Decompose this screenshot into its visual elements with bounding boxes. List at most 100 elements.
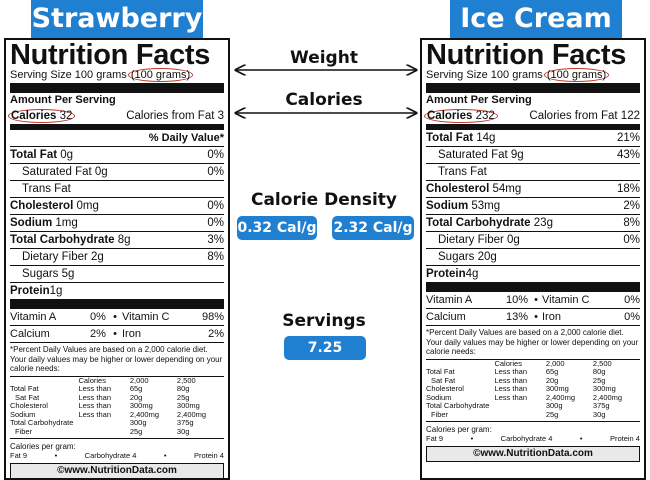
sugars-row: Sugars 5g [10,266,224,283]
reference-table-cell: Less than [494,375,527,385]
reference-table-cell: Less than [494,392,527,402]
reference-table-cell: 80g [592,367,606,376]
reference-table-cell [78,419,129,428]
reference-table-cell: 2,400mg [176,409,207,419]
sugars-row: Sugars 20g [426,249,640,266]
nutritiondata-link[interactable]: ©www.NutritionData.com [426,446,640,462]
reference-table-cell: 300g [129,418,147,427]
reference-table-cell: 20g [545,375,559,385]
reference-table-cell: 300mg [129,401,153,410]
reference-table-cell: Total Fat [10,384,39,393]
reference-table-row: Sat Fat Less than 20g 25g [10,392,224,403]
weight-label: Weight [290,48,358,68]
cholesterol-row: Cholesterol 54mg 18% [426,181,640,198]
reference-table-cell: 25g [129,426,143,436]
calories-row: Calories 232 Calories from Fat 122 [424,108,640,125]
reference-table-cell: 300mg [592,384,616,393]
reference-table-cell: 25g [545,409,559,419]
reference-table-cell: 2,400mg [129,409,160,419]
reference-table-row: Total Fat Less than 65g 80g [426,367,640,377]
reference-table-cell: 375g [592,401,610,410]
reference-table-cell: 300mg [545,384,569,393]
saturated-fat-row: Saturated Fat 0g 0% [10,164,224,181]
reference-table-cell: Less than [78,409,111,419]
ice-cream-density-badge: 2.32 Cal/g [332,216,414,240]
reference-table-cell: 80g [176,384,190,393]
strawberry-nutrition-label: Nutrition Facts Serving Size 100 grams (… [4,38,230,480]
reference-table-cell [78,428,129,437]
servings-value-badge: 7.25 [284,336,366,360]
nutritiondata-link[interactable]: ©www.NutritionData.com [10,463,224,478]
vitamin-row: Vitamin A 10% • Vitamin C 0% [426,292,640,309]
ice-cream-header: Ice Cream [450,0,622,38]
strawberry-header: Strawberry [31,0,203,38]
reference-table-cell [494,402,545,411]
reference-table: Calories 2,000 2,500 Total Fat Less than 65g 8… [10,375,224,437]
daily-value-header: % Daily Value* [10,130,224,147]
reference-table-cell: 2,000 [129,375,149,385]
reference-table-cell: Sat Fat [431,375,456,385]
total-fat-row: Total Fat 0g 0% [10,147,224,164]
total-carb-row: Total Carbohydrate 23g 8% [426,215,640,232]
amount-per-serving: Amount Per Serving [426,94,532,106]
protein-row: Protein1g [10,285,63,297]
reference-table-cell: 2,400mg [545,392,576,402]
calories-per-gram-values: Fat 9 • Carbohydrate 4 • Protein 4 [426,434,640,443]
reference-table-cell: Less than [78,384,111,393]
calories-per-gram: Calories per gram: [10,442,76,451]
reference-table-cell: 2,400mg [592,392,623,402]
reference-table-cell: Less than [494,367,527,376]
fiber-row: Dietary Fiber 2g 8% [10,249,224,266]
strawberry-density-badge: 0.32 Cal/g [237,216,317,240]
reference-table-row: Fiber 25g 30g [10,426,224,437]
reference-table-row: Sodium Less than 2,400mg 2,400mg [426,392,640,403]
mineral-row: Calcium 2% • Iron 2% [10,326,224,343]
reference-table-row: Fiber 25g 30g [426,409,640,420]
calories-comparison-label: Calories [285,90,363,110]
footnote: *Percent Daily Values are based on a 2,0… [426,328,639,356]
reference-table-cell: Total Carbohydrate [10,418,74,427]
reference-table-cell: 30g [592,409,606,419]
reference-table-cell: 30g [176,426,190,436]
nutrition-facts-title: Nutrition Facts [426,39,627,71]
vitamin-row: Vitamin A 0% • Vitamin C 98% [10,309,224,326]
sodium-row: Sodium 1mg 0% [10,215,224,232]
reference-table-cell: Less than [78,392,111,402]
servings-label: Servings [282,311,366,331]
reference-table-cell: Less than [494,384,527,393]
reference-table-cell: 65g [129,384,143,393]
reference-table-cell: 375g [176,418,194,427]
reference-table-cell: Sodium [426,392,452,402]
calorie-density-label: Calorie Density [250,190,397,210]
reference-table-row: Calories 2,000 2,500 [426,358,640,369]
reference-table-cell: Fiber [15,426,33,436]
reference-table-cell: Total Fat [426,367,455,376]
total-carb-row: Total Carbohydrate 8g 3% [10,232,224,249]
amount-per-serving: Amount Per Serving [10,94,116,106]
protein-row: Protein4g [426,268,479,280]
reference-table-cell: Sat Fat [15,392,40,402]
reference-table-cell: Less than [78,401,111,410]
serving-size: Serving Size 100 grams (100 grams) [10,68,224,82]
reference-table-cell: Cholesterol [10,401,48,410]
calories-row: Calories 32 Calories from Fat 3 [8,108,224,125]
reference-table: Calories 2,000 2,500 Total Fat Less than 65g 8… [426,358,640,420]
serving-size: Serving Size 100 grams (100 grams) [426,68,640,82]
reference-table-cell: 2,500 [176,375,196,385]
reference-table-row: Sodium Less than 2,400mg 2,400mg [10,409,224,420]
sodium-row: Sodium 53mg 2% [426,198,640,215]
fiber-row: Dietary Fiber 0g 0% [426,232,640,249]
reference-table-row: Calories 2,000 2,500 [10,375,224,386]
footnote: *Percent Daily Values are based on a 2,0… [10,345,223,373]
reference-table-cell: 25g [592,375,606,385]
calories-per-gram: Calories per gram: [426,425,492,434]
trans-fat-row: Trans Fat [426,164,640,181]
reference-table-cell [494,411,545,420]
reference-table-cell: Calories [494,358,522,368]
total-fat-row: Total Fat 14g 21% [426,130,640,147]
reference-table-row: Total Carbohydrate 300g 375g [426,401,640,411]
reference-table-cell: Fiber [431,409,449,419]
ice-cream-nutrition-label: Nutrition Facts Serving Size 100 grams (… [420,38,646,480]
reference-table-row: Cholesterol Less than 300mg 300mg [10,401,224,411]
